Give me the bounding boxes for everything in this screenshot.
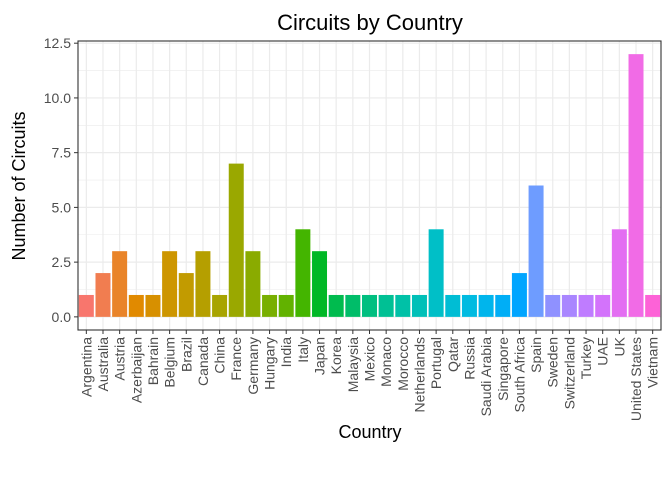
x-tick-label: UK <box>611 336 627 356</box>
x-tick-label: Vietnam <box>645 337 661 388</box>
x-tick-label: South Africa <box>511 337 527 413</box>
bar <box>162 251 178 317</box>
x-tick-label: Saudi Arabia <box>478 337 494 417</box>
bars <box>77 40 662 331</box>
bar <box>245 251 261 317</box>
x-tick-label: Turkey <box>578 337 594 379</box>
bar <box>128 294 144 317</box>
x-tick-label: Argentina <box>78 337 94 397</box>
x-tick-label: Russia <box>461 337 477 380</box>
bar <box>212 294 228 317</box>
bar <box>628 54 644 317</box>
bar <box>378 294 394 317</box>
bar <box>362 294 377 317</box>
x-tick-label: Korea <box>328 337 344 375</box>
x-tick-label: France <box>228 337 244 381</box>
bar <box>528 185 544 317</box>
bar <box>345 294 361 317</box>
x-tick-label: Italy <box>295 337 311 363</box>
bar <box>95 273 111 317</box>
x-tick-label: Sweden <box>545 337 561 388</box>
bar <box>411 294 427 317</box>
y-tick-label: 10.0 <box>44 90 71 106</box>
x-tick-label: United States <box>628 337 644 421</box>
x-tick-label: Spain <box>528 337 544 373</box>
bar <box>645 294 661 317</box>
bar <box>511 273 527 317</box>
bar <box>445 294 461 317</box>
x-tick-label: Austria <box>112 337 128 381</box>
bar <box>312 251 328 317</box>
x-tick-label: Switzerland <box>561 337 577 409</box>
bar <box>428 229 444 317</box>
x-tick-label: Malaysia <box>345 337 361 392</box>
bar <box>611 229 627 317</box>
x-tick-label: Portugal <box>428 337 444 389</box>
bar <box>278 294 294 317</box>
bar <box>195 251 211 317</box>
bar <box>545 294 561 317</box>
bar <box>262 294 278 317</box>
y-tick-label: 7.5 <box>52 145 72 161</box>
y-axis-title: Number of Circuits <box>9 111 29 260</box>
bar <box>295 229 311 317</box>
bar <box>328 294 344 317</box>
y-tick-label: 0.0 <box>52 309 72 325</box>
bar <box>78 294 94 317</box>
x-axis: Argentina Australia Austria Azerbaijan Bahra… <box>78 330 661 421</box>
x-tick-label: Azerbaijan <box>128 337 144 403</box>
x-tick-label: Canada <box>195 337 211 386</box>
chart-title: Circuits by Country <box>277 10 463 35</box>
bar <box>595 294 611 317</box>
x-tick-label: Netherlands <box>411 337 427 413</box>
x-tick-label: Bahrain <box>145 337 161 385</box>
bar <box>145 294 161 317</box>
x-tick-label: Morocco <box>395 337 411 391</box>
bar <box>461 294 477 317</box>
bar <box>578 294 594 317</box>
bar <box>178 273 194 317</box>
x-tick-label: Monaco <box>378 337 394 387</box>
x-tick-label: India <box>278 337 294 368</box>
y-tick-label: 2.5 <box>52 254 72 270</box>
x-tick-label: Qatar <box>445 337 461 372</box>
x-tick-label: Brazil <box>178 337 194 372</box>
bar <box>495 294 511 317</box>
x-tick-label: Japan <box>312 337 328 375</box>
bar <box>112 251 128 317</box>
bar <box>395 294 411 317</box>
x-tick-label: Singapore <box>495 337 511 401</box>
x-axis-title: Country <box>338 422 401 442</box>
x-tick-label: UAE <box>595 337 611 366</box>
bar <box>561 294 577 317</box>
y-axis: 0.0 2.5 5.0 7.5 10.0 12.5 <box>44 35 78 325</box>
x-tick-label: China <box>212 337 228 374</box>
bar <box>228 163 244 317</box>
bar <box>478 294 494 317</box>
x-tick-label: Belgium <box>162 337 178 388</box>
y-tick-label: 5.0 <box>52 199 72 215</box>
x-tick-label: Mexico <box>362 337 378 382</box>
x-tick-label: Hungary <box>262 337 278 390</box>
y-tick-label: 12.5 <box>44 35 71 51</box>
x-tick-label: Australia <box>95 337 111 392</box>
x-tick-label: Germany <box>245 337 261 395</box>
